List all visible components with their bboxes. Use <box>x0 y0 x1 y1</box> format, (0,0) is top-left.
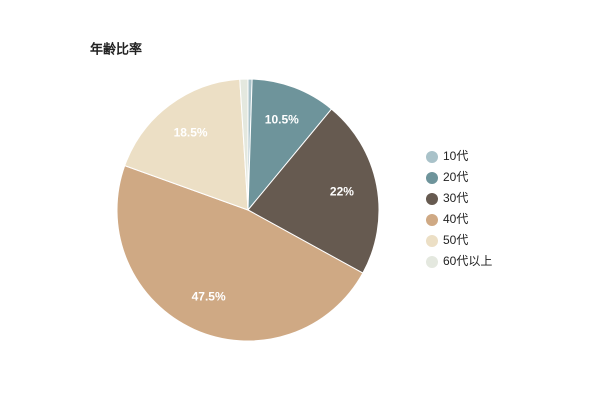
pie-slice <box>247 78 333 212</box>
pie-slice <box>247 108 380 274</box>
legend-swatch <box>426 214 438 226</box>
legend-label: 10代 <box>443 149 468 163</box>
pie-slice <box>239 78 249 211</box>
pie-slice <box>124 78 249 211</box>
legend-swatch <box>426 151 438 163</box>
legend-label: 50代 <box>443 233 468 247</box>
legend-label: 60代以上 <box>443 254 492 268</box>
data-label: 47.5% <box>192 289 226 303</box>
legend-label: 40代 <box>443 212 468 226</box>
chart-title: 年齢比率 <box>90 41 142 56</box>
legend-swatch <box>426 193 438 205</box>
legend-label: 20代 <box>443 170 468 184</box>
data-label: 18.5% <box>174 126 208 140</box>
legend-swatch <box>426 235 438 247</box>
data-label: 22% <box>330 184 354 198</box>
pie-slice <box>116 164 364 342</box>
data-label: 10.5% <box>265 113 299 127</box>
legend-label: 30代 <box>443 191 468 205</box>
legend-swatch <box>426 172 438 184</box>
legend-swatch <box>426 256 438 268</box>
